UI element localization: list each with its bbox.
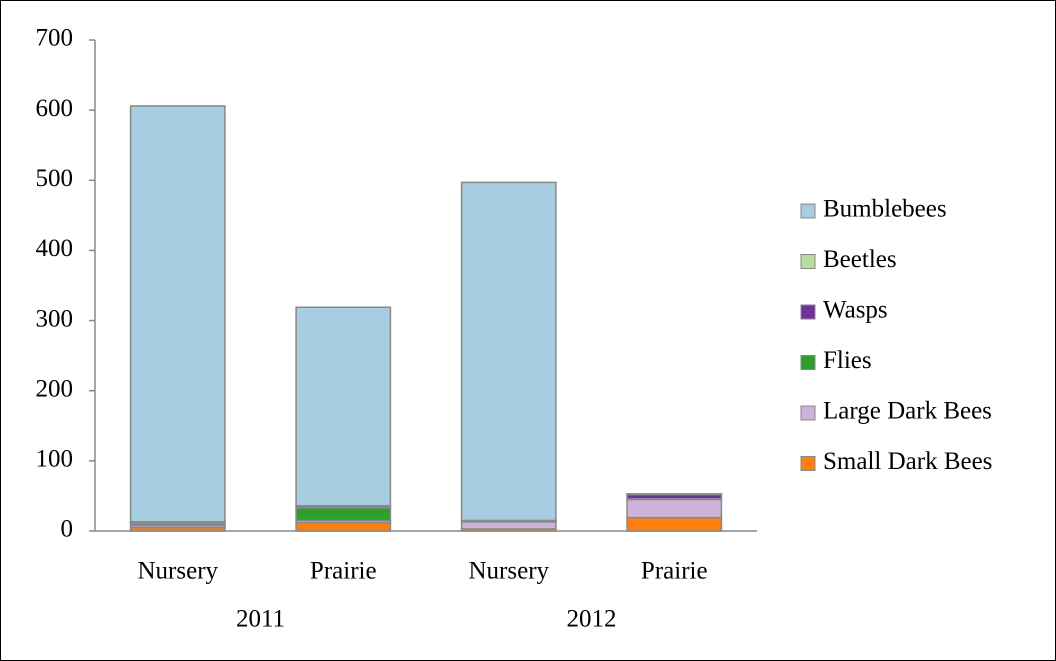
bar-segment: [295, 507, 392, 522]
legend-swatch: [800, 405, 816, 421]
legend-label: Large Dark Bees: [823, 398, 992, 425]
legend-label: Wasps: [823, 297, 888, 324]
x-tick-label: Prairie: [310, 558, 377, 585]
y-tick-label: 400: [36, 235, 74, 262]
x-tick-label: Nursery: [468, 558, 549, 585]
x-tick-label: Nursery: [137, 558, 218, 585]
y-tick-label: 300: [36, 305, 74, 332]
bar-segment: [460, 181, 557, 522]
legend-swatch: [800, 203, 816, 219]
bar-segment: [626, 516, 723, 532]
group-label: 2011: [236, 606, 285, 633]
legend-label: Small Dark Bees: [823, 448, 992, 475]
bar-segment: [129, 105, 226, 523]
legend-swatch: [800, 355, 816, 370]
bar-segment: [295, 521, 392, 532]
y-tick-label: 100: [36, 446, 74, 473]
legend-swatch: [800, 456, 816, 471]
legend-label: Bumblebees: [823, 196, 947, 223]
y-tick-label: 500: [36, 165, 74, 192]
y-tick-label: 0: [61, 516, 74, 543]
bar-segment: [460, 521, 557, 530]
legend-swatch: [800, 304, 816, 320]
group-label: 2012: [567, 606, 617, 633]
legend-label: Flies: [823, 347, 872, 374]
y-tick-label: 600: [36, 95, 74, 122]
bar-segment: [626, 493, 723, 496]
x-tick-label: Prairie: [641, 558, 708, 585]
legend-swatch: [800, 254, 816, 269]
bar-segment: [295, 306, 392, 507]
legend-label: Beetles: [823, 246, 897, 273]
y-tick-label: 200: [36, 375, 74, 402]
bar-segment: [626, 498, 723, 519]
y-tick-label: 700: [36, 25, 74, 52]
